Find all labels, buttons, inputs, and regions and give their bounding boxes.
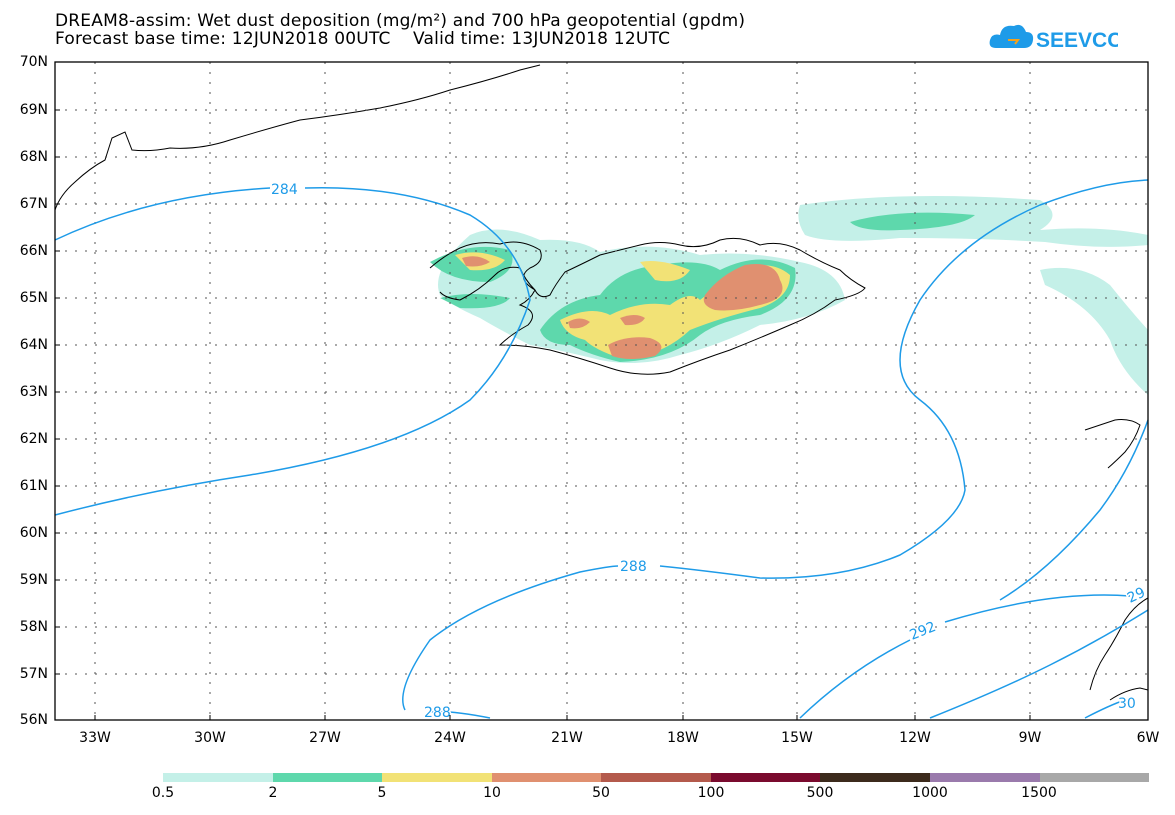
contour-label: 284 <box>271 182 298 198</box>
contour-label: 29 <box>1125 585 1148 607</box>
lat-label: 64N <box>19 337 48 353</box>
contour-label: 30 <box>1118 696 1136 712</box>
lat-label: 62N <box>19 431 48 447</box>
map-subtitle: Forecast base time: 12JUN2018 00UTC Vali… <box>55 29 671 49</box>
scotland-coast <box>1089 597 1149 691</box>
lat-label: 59N <box>19 572 48 588</box>
color-scale-bar <box>163 773 1150 782</box>
dust-area-orange-w <box>568 318 590 329</box>
dust-area-green <box>850 212 975 231</box>
lon-label: 15W <box>781 730 813 746</box>
color-scale-label: 5 <box>377 785 387 801</box>
iceland-coast <box>429 237 866 375</box>
color-scale-label: 100 <box>697 785 725 801</box>
greenland-coast <box>54 64 541 211</box>
color-scale-label: 50 <box>592 785 610 801</box>
color-scale-swatch <box>491 773 602 782</box>
lat-label: 57N <box>19 666 48 682</box>
svg-text:SEEVCCC: SEEVCCC <box>1036 29 1118 52</box>
color-scale-label: 0.5 <box>151 785 175 801</box>
map-title: DREAM8-assim: Wet dust deposition (mg/m²… <box>55 11 746 31</box>
color-scale-swatch <box>1039 773 1150 782</box>
color-scale-label: 500 <box>806 785 834 801</box>
lat-label: 67N <box>19 196 48 212</box>
color-scale-label: 1000 <box>912 785 948 801</box>
contour-label: 288 <box>424 705 451 721</box>
dust-area-orange <box>703 264 783 311</box>
faroe-coast <box>1084 419 1141 469</box>
lat-label: 56N <box>19 712 48 728</box>
lat-label: 60N <box>19 525 48 541</box>
dust-area-light-ne <box>798 196 1148 247</box>
contour-label: 288 <box>620 559 647 575</box>
lon-label: 21W <box>551 730 583 746</box>
contour-300 <box>929 609 1149 719</box>
color-scale-swatch <box>820 773 930 782</box>
contour-288 <box>402 179 1149 719</box>
color-scale-swatch <box>710 773 821 782</box>
lat-label: 63N <box>19 384 48 400</box>
color-scale-swatch <box>929 773 1040 782</box>
color-scale-label: 1500 <box>1021 785 1057 801</box>
lon-label: 9W <box>1018 730 1042 746</box>
lat-label: 66N <box>19 243 48 259</box>
dust-area-light-east <box>1040 267 1148 395</box>
tick-marks <box>55 109 1031 720</box>
lat-label: 69N <box>19 102 48 118</box>
lat-label: 65N <box>19 290 48 306</box>
lon-label: 30W <box>194 730 226 746</box>
dust-area-yellow-n <box>640 261 690 282</box>
color-scale-swatch <box>382 773 492 782</box>
color-scale-swatch <box>163 773 273 782</box>
scotland-coast-2 <box>1109 687 1149 701</box>
color-scale-swatch <box>272 773 383 782</box>
contour-304 <box>1084 699 1126 719</box>
lat-label: 70N <box>19 54 48 70</box>
contour-label: 292 <box>908 619 939 644</box>
color-scale-label: 10 <box>483 785 501 801</box>
lon-label: 24W <box>434 730 466 746</box>
contour-east <box>999 419 1149 601</box>
lon-label: 27W <box>309 730 341 746</box>
dust-area-orange-c <box>620 315 645 326</box>
seevccc-logo: SEEVCCC <box>989 24 1118 52</box>
dust-area-orange-nw <box>462 256 490 267</box>
dust-area-green-snaes <box>440 294 510 309</box>
lat-label: 58N <box>19 619 48 635</box>
contour-292 <box>799 594 1131 719</box>
lon-label: 6W <box>1136 730 1160 746</box>
lon-label: 33W <box>79 730 111 746</box>
geopotential-contours <box>54 179 1149 719</box>
graticule <box>55 62 1148 720</box>
color-scale-label: 2 <box>268 785 278 801</box>
lat-label: 68N <box>19 149 48 165</box>
color-scale-swatch <box>601 773 711 782</box>
map-frame <box>54 61 1149 721</box>
lon-label: 12W <box>899 730 931 746</box>
lat-label: 61N <box>19 478 48 494</box>
lon-label: 18W <box>667 730 699 746</box>
coastlines <box>54 64 1149 701</box>
dust-area-orange-s <box>608 337 662 359</box>
dust-deposition-shading <box>430 196 1148 395</box>
cloud-icon <box>989 24 1034 48</box>
contour-284 <box>54 186 531 516</box>
